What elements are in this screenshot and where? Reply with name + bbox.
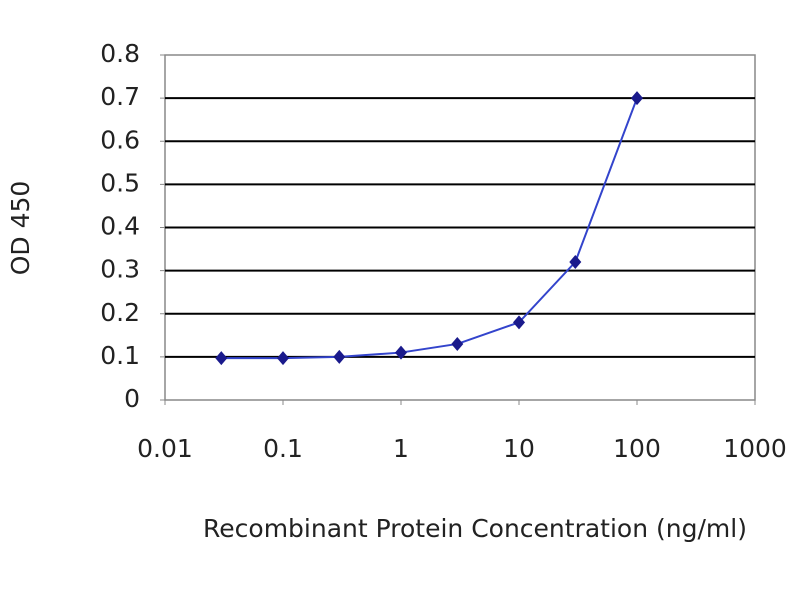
data-point — [631, 91, 643, 106]
data-point — [451, 336, 464, 351]
x-tick-label: 0.01 — [137, 434, 193, 463]
data-line — [221, 97, 638, 360]
data-point — [215, 351, 228, 366]
y-tick-label: 0.8 — [100, 39, 140, 68]
x-tick-label: 1000 — [723, 434, 787, 463]
x-tick-label: 0.1 — [263, 434, 303, 463]
data-point — [513, 315, 525, 330]
y-tick-label: 0 — [124, 384, 140, 413]
data-point — [333, 349, 346, 364]
y-tick-label: 0.4 — [100, 212, 140, 241]
x-tick-label: 10 — [503, 434, 535, 463]
data-point — [277, 351, 289, 366]
data-point — [569, 255, 582, 269]
y-tick-label: 0.3 — [100, 255, 140, 284]
y-axis-label: OD 450 — [6, 181, 35, 276]
y-tick-label: 0.1 — [100, 341, 140, 370]
y-tick-label: 0.2 — [100, 298, 140, 327]
x-tick-label: 100 — [613, 434, 661, 463]
data-point — [395, 345, 407, 360]
x-axis-label: Recombinant Protein Concentration (ng/ml… — [203, 514, 747, 543]
y-tick-label: 0.6 — [100, 125, 140, 154]
y-tick-label: 0.5 — [100, 168, 140, 197]
y-tick-label: 0.7 — [100, 82, 140, 111]
x-tick-label: 1 — [393, 434, 409, 463]
